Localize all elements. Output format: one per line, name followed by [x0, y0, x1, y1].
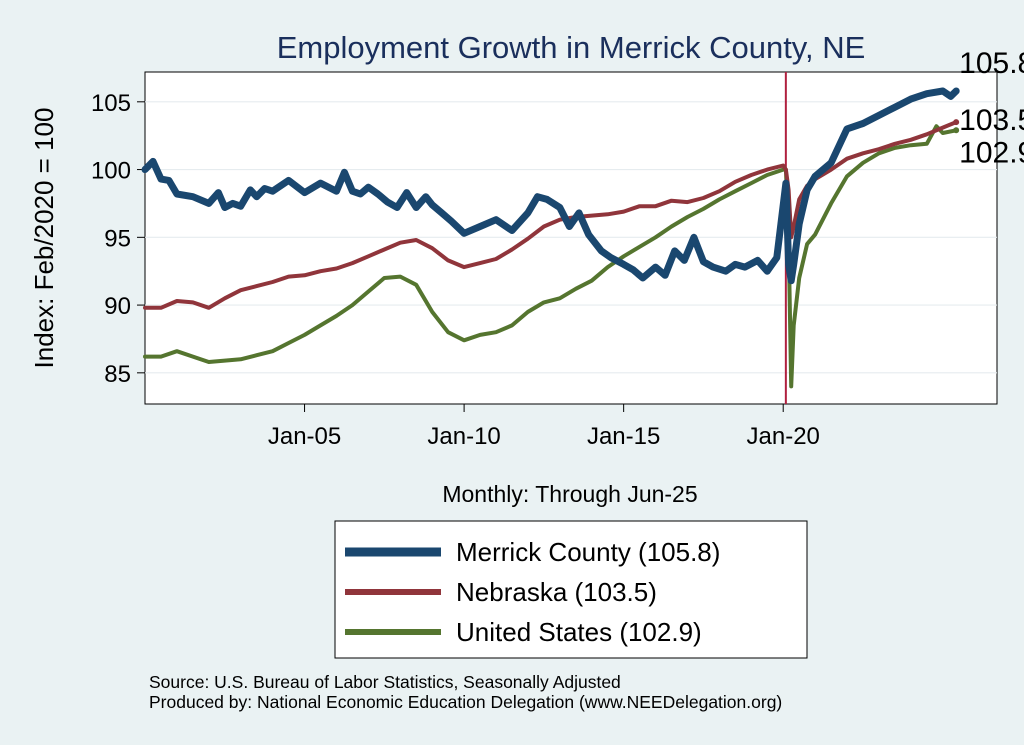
legend-entry-merrick: Merrick County (105.8) — [456, 537, 720, 567]
series-lines — [141, 87, 960, 389]
end-label-nebraska: 103.5 — [959, 104, 1024, 137]
series-line-merrick-county — [141, 87, 960, 285]
source-note: Source: U.S. Bureau of Labor Statistics,… — [149, 672, 782, 712]
y-tick-label: 95 — [104, 225, 131, 252]
end-label-united-states: 102.9 — [959, 136, 1024, 169]
x-axis-title: Monthly: Through Jun-25 — [442, 481, 697, 507]
legend-entry-united-states: United States (102.9) — [456, 617, 702, 647]
y-tick-label: 105 — [91, 90, 131, 117]
y-axis-title: Index: Feb/2020 = 100 — [29, 108, 59, 369]
legend: Merrick County (105.8) Nebraska (103.5) … — [334, 520, 808, 659]
y-tick-label: 90 — [104, 293, 131, 320]
series-end-marker — [953, 127, 960, 134]
end-labels: 105.8 103.5102.9 — [959, 47, 1024, 169]
series-end-marker — [953, 87, 960, 94]
producer-line: Produced by: National Economic Education… — [149, 692, 783, 712]
x-tick-label: Jan-20 — [747, 423, 820, 450]
x-tick-label: Jan-05 — [268, 423, 341, 450]
legend-entry-nebraska: Nebraska (103.5) — [456, 577, 657, 607]
end-label-merrick-county: 105.8 — [959, 47, 1024, 80]
axes: 85 90 95 100 105 Jan-05 Jan-10 Jan-15 Jan-20 — [91, 90, 820, 450]
gridlines — [145, 101, 997, 374]
y-tick-label: 100 — [91, 158, 131, 185]
chart-title: Employment Growth in Merrick County, NE — [277, 30, 866, 65]
series-end-marker — [953, 119, 960, 126]
series-line-united-states — [143, 124, 959, 389]
x-tick-label: Jan-15 — [587, 423, 660, 450]
y-tick-label: 85 — [104, 361, 131, 388]
source-line: Source: U.S. Bureau of Labor Statistics,… — [149, 672, 621, 692]
x-tick-label: Jan-10 — [427, 423, 500, 450]
